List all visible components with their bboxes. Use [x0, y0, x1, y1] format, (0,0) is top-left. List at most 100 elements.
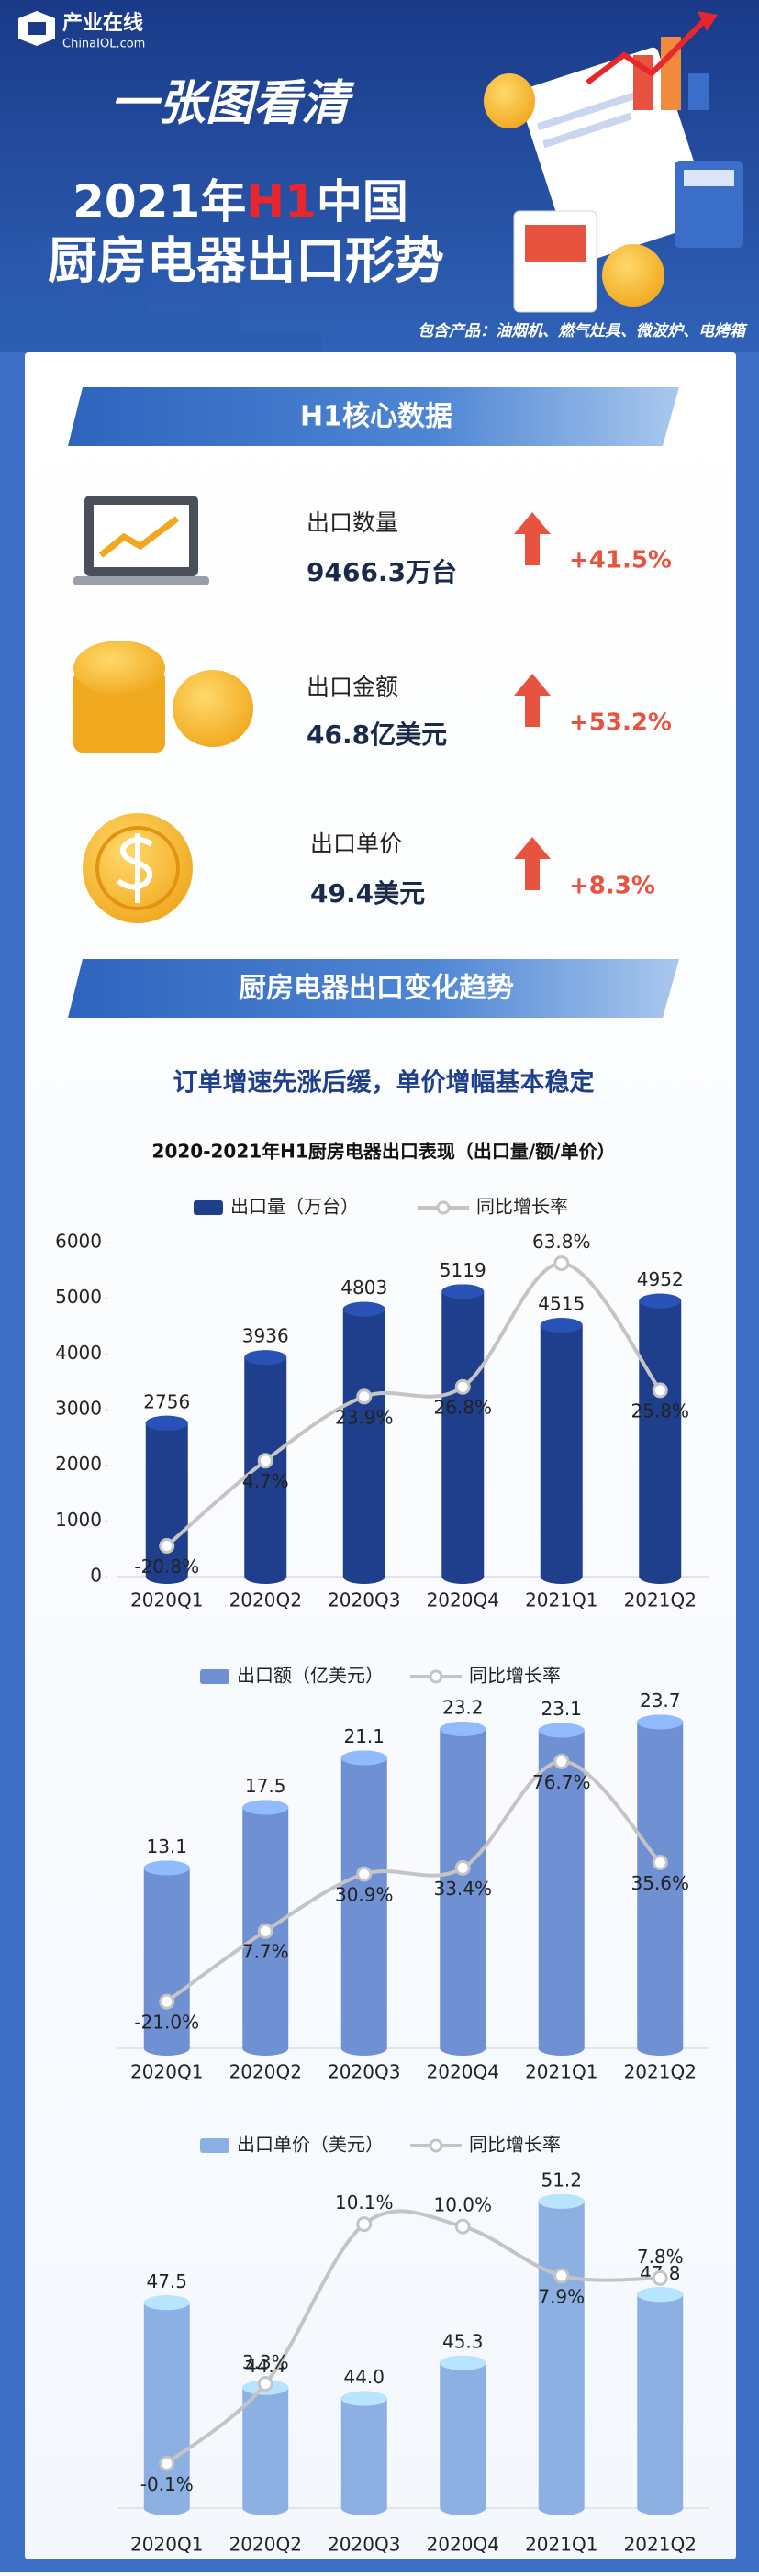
bar-cap [440, 1722, 486, 1736]
bar [440, 2355, 486, 2515]
bar-cap [441, 1284, 485, 1299]
bar-value-label: 51.2 [541, 2169, 582, 2191]
line-value-label: 76.7% [532, 1771, 591, 1793]
line-marker [159, 1993, 175, 2010]
bar-value-label: 5119 [440, 1259, 486, 1281]
legend-marker [429, 1669, 443, 1684]
y-tick-label: 3000 [55, 1398, 102, 1420]
up-arrow [514, 674, 551, 727]
legend-label: 出口单价（美元） [237, 2134, 384, 2156]
legend-marker [436, 1200, 451, 1215]
bar-cap [637, 1714, 684, 1730]
title-line1: 2021年H1中国 [73, 175, 408, 229]
bar [242, 2380, 289, 2515]
section-banner: H1核心数据 [68, 387, 679, 446]
section-subtitle: 订单增速先涨后缓，单价增幅基本稳定 [173, 1068, 595, 1098]
bar-cap [143, 1860, 190, 1876]
line-value-label: 35.6% [631, 1872, 689, 1894]
bar-cap [440, 2355, 486, 2370]
bar-value-label: 44.0 [343, 2366, 385, 2388]
coin [602, 244, 664, 307]
bar-cap [340, 2391, 387, 2406]
line-value-label: 25.8% [631, 1400, 689, 1422]
title-part: 中国 [317, 175, 408, 229]
section-title: 厨房电器出口变化趋势 [239, 973, 514, 1005]
line-marker [356, 1866, 373, 1882]
bar-value-label: 21.1 [343, 1725, 385, 1747]
skyline [0, 239, 321, 352]
line-marker [553, 2268, 570, 2284]
bar-value-label: 13.1 [146, 1835, 187, 1857]
line-value-label: 30.9% [335, 1884, 394, 1906]
laptop-base [73, 576, 209, 585]
bar [145, 1415, 188, 1584]
kpi-change: +53.2% [569, 709, 672, 737]
line-marker [257, 1923, 273, 1939]
line-marker [454, 1378, 471, 1395]
bar-value-label: 23.1 [541, 1698, 582, 1720]
chart: 2020Q1 2020Q2 2020Q3 2020Q4 2021Q1 2021Q2 出口额（… [117, 1665, 709, 2083]
bar [143, 1860, 190, 2056]
x-tick-label: 2020Q4 [427, 1589, 499, 1611]
products: 包含产品：油烟机、燃气灶具、微波炉、电烤箱 [418, 322, 748, 340]
line-value-label: 63.8% [532, 1231, 591, 1253]
line-value-label: 3.3% [242, 2351, 289, 2373]
chart: 0 1000 2000 3000 4000 5000 6000 2020Q1 2020Q2 202… [55, 1196, 709, 1611]
kpi-icon-coins [73, 641, 253, 753]
line-marker [356, 1388, 373, 1405]
kpi-label: 出口金额 [307, 674, 398, 700]
bar-value-label: 4515 [538, 1293, 585, 1315]
bar-cap [340, 1750, 387, 1766]
bar-cap [639, 1293, 682, 1309]
line-marker [652, 2269, 668, 2286]
logo-name: 产业在线 [62, 11, 143, 35]
kpi-value: 9466.3万台 [307, 557, 457, 587]
x-tick-label: 2021Q1 [525, 2534, 597, 2556]
line-marker [454, 2218, 471, 2235]
line-marker [159, 2455, 175, 2471]
coin-ring [95, 826, 180, 910]
line-marker [257, 2375, 273, 2392]
legend-label: 出口额（亿美元） [237, 1665, 384, 1687]
legend-swatch [200, 1669, 229, 1684]
up-arrow [514, 837, 551, 890]
y-tick-label: 5000 [55, 1286, 102, 1308]
line-value-label: -21.0% [134, 2012, 199, 2034]
bar [538, 1723, 585, 2056]
legend-label: 出口量（万台） [230, 1196, 359, 1218]
bar [540, 1318, 583, 1584]
x-tick-label: 2020Q2 [229, 2534, 302, 2556]
bar-cap [145, 1415, 188, 1431]
line-value-label: -0.1% [140, 2473, 194, 2495]
logo-icon-inner [28, 22, 46, 35]
y-tick-label: 4000 [55, 1342, 102, 1364]
y-tick-label: 0 [90, 1565, 102, 1587]
bar-cap [540, 1318, 583, 1333]
line-marker [652, 1382, 668, 1399]
header-illustration [484, 11, 743, 313]
x-tick-label: 2020Q1 [130, 2061, 203, 2083]
bar-cap [637, 2287, 684, 2303]
bar-value-label: 17.5 [245, 1775, 286, 1797]
bar [342, 1301, 385, 1584]
line-value-label: 10.0% [433, 2194, 492, 2216]
bar [637, 2287, 684, 2515]
kpi-value: 49.4美元 [310, 878, 425, 909]
chart-bar [688, 73, 709, 110]
bar [440, 1722, 486, 2056]
kpi-icon-dollar [83, 813, 193, 923]
bar-cap [244, 1350, 287, 1366]
bar-value-label: 4952 [637, 1268, 684, 1290]
logo-sub: ChinaIOL.com [62, 38, 145, 51]
y-tick-label: 2000 [55, 1453, 102, 1475]
laptop-display [94, 505, 189, 567]
calculator-screen [684, 170, 734, 186]
line-value-label: -20.8% [134, 1556, 199, 1578]
x-tick-label: 2020Q1 [130, 1589, 203, 1611]
bar-value-label: 23.2 [442, 1697, 484, 1719]
x-tick-label: 2020Q2 [229, 2061, 302, 2083]
ribbon [68, 387, 679, 446]
section-banner: 厨房电器出口变化趋势 [68, 959, 679, 1018]
bar-value-label: 4803 [340, 1277, 387, 1299]
title-line2: 厨房电器出口形势 [48, 232, 444, 290]
